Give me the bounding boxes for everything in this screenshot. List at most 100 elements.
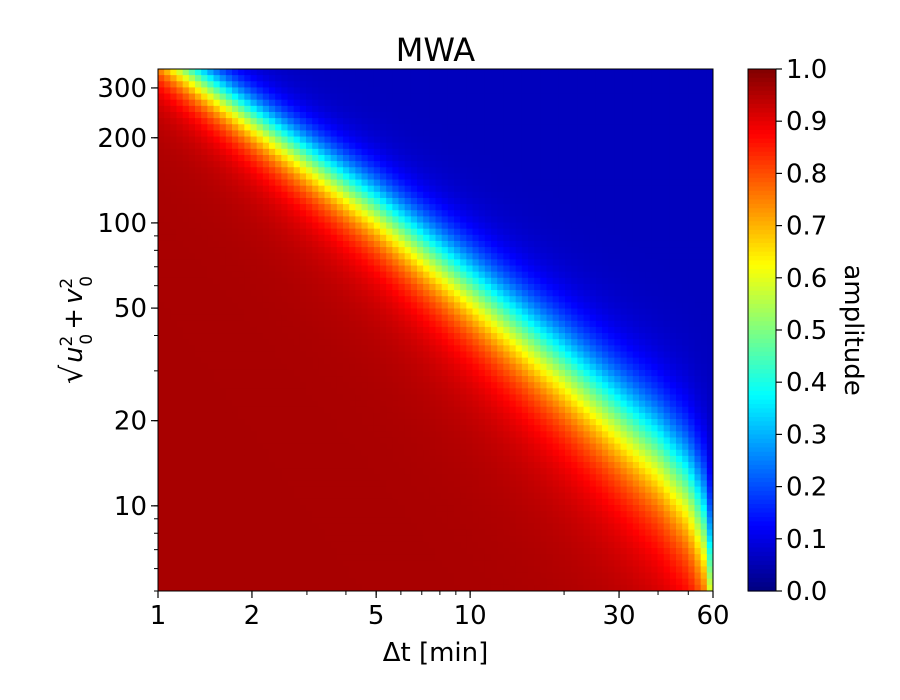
heatmap-cell — [478, 118, 486, 125]
heatmap-cell — [632, 161, 640, 168]
heatmap-cell — [521, 320, 529, 328]
heatmap-cell — [164, 228, 171, 236]
heatmap-cell — [170, 75, 178, 82]
heatmap-cell — [688, 357, 696, 365]
heatmap-cell — [540, 228, 548, 236]
heatmap-cell — [509, 376, 517, 383]
heatmap-cell — [207, 228, 215, 236]
heatmap-cell — [651, 333, 659, 340]
heatmap-cell — [164, 314, 171, 322]
heatmap-cell — [454, 148, 461, 156]
heatmap-cell — [398, 314, 406, 322]
heatmap-cell — [299, 253, 307, 260]
heatmap-cell — [232, 394, 239, 402]
heatmap-cell — [392, 406, 400, 414]
heatmap-cell — [700, 81, 708, 89]
heatmap-cell — [293, 345, 301, 353]
heatmap-cell — [645, 333, 652, 340]
heatmap-cell — [201, 124, 208, 132]
heatmap-cell — [620, 290, 628, 297]
heatmap-cell — [491, 179, 498, 187]
heatmap-cell — [361, 130, 369, 138]
heatmap-cell — [595, 87, 603, 95]
heatmap-cell — [497, 265, 504, 273]
heatmap-cell — [195, 326, 202, 334]
heatmap-cell — [392, 228, 400, 236]
heatmap-cell — [441, 197, 449, 205]
heatmap-cell — [639, 326, 646, 334]
heatmap-cell — [336, 234, 344, 242]
heatmap-cell — [632, 179, 640, 187]
heatmap-cell — [503, 118, 511, 125]
heatmap-cell — [219, 388, 227, 396]
heatmap-cell — [595, 111, 603, 119]
heatmap-cell — [583, 382, 591, 389]
heatmap-cell — [558, 173, 566, 181]
heatmap-cell — [503, 369, 511, 377]
heatmap-cell — [330, 271, 338, 279]
heatmap-cell — [256, 271, 264, 279]
heatmap-cell — [398, 87, 406, 95]
heatmap-cell — [417, 394, 424, 402]
heatmap-cell — [225, 130, 233, 138]
heatmap-cell — [336, 87, 344, 95]
heatmap-cell — [256, 148, 264, 156]
heatmap-cell — [466, 210, 474, 217]
heatmap-cell — [571, 191, 578, 199]
heatmap-cell — [262, 376, 270, 383]
heatmap-cell — [330, 142, 338, 150]
heatmap-cell — [534, 216, 541, 224]
heatmap-cell — [262, 388, 270, 396]
heatmap-cell — [552, 154, 560, 162]
heatmap-cell — [472, 351, 480, 359]
heatmap-cell — [188, 376, 196, 383]
heatmap-cell — [521, 136, 529, 144]
heatmap-cell — [478, 333, 486, 340]
heatmap-cell — [528, 87, 535, 95]
heatmap-cell — [700, 87, 708, 95]
heatmap-cell — [293, 406, 301, 414]
heatmap-cell — [195, 388, 202, 396]
heatmap-cell — [250, 277, 258, 285]
heatmap-cell — [318, 333, 326, 340]
heatmap-cell — [349, 216, 356, 224]
heatmap-cell — [318, 247, 326, 254]
heatmap-cell — [484, 191, 492, 199]
heatmap-cell — [380, 308, 387, 316]
heatmap-cell — [540, 75, 548, 82]
heatmap-cell — [355, 376, 363, 383]
heatmap-cell — [256, 179, 264, 187]
heatmap-cell — [225, 290, 233, 297]
heatmap-cell — [238, 302, 245, 310]
heatmap-cell — [632, 314, 640, 322]
heatmap-cell — [620, 363, 628, 371]
heatmap-cell — [287, 118, 295, 125]
heatmap-cell — [626, 351, 634, 359]
heatmap-cell — [676, 161, 683, 168]
heatmap-cell — [312, 204, 319, 211]
heatmap-cell — [577, 81, 585, 89]
heatmap-cell — [195, 124, 202, 132]
heatmap-cell — [225, 400, 233, 408]
heatmap-cell — [207, 93, 215, 101]
heatmap-cell — [626, 333, 634, 340]
heatmap-cell — [503, 167, 511, 174]
heatmap-cell — [565, 388, 572, 396]
heatmap-cell — [410, 75, 418, 82]
heatmap-cell — [404, 130, 412, 138]
heatmap-cell — [583, 210, 591, 217]
heatmap-cell — [256, 314, 264, 322]
heatmap-cell — [577, 394, 585, 402]
heatmap-cell — [558, 265, 566, 273]
heatmap-cell — [355, 265, 363, 273]
heatmap-cell — [571, 253, 578, 260]
heatmap-cell — [343, 118, 350, 125]
heatmap-cell — [250, 75, 258, 82]
heatmap-cell — [343, 105, 350, 113]
heatmap-cell — [417, 210, 424, 217]
heatmap-cell — [651, 105, 659, 113]
heatmap-cell — [417, 302, 424, 310]
heatmap-cell — [534, 81, 541, 89]
heatmap-cell — [238, 124, 245, 132]
heatmap-cell — [454, 271, 461, 279]
